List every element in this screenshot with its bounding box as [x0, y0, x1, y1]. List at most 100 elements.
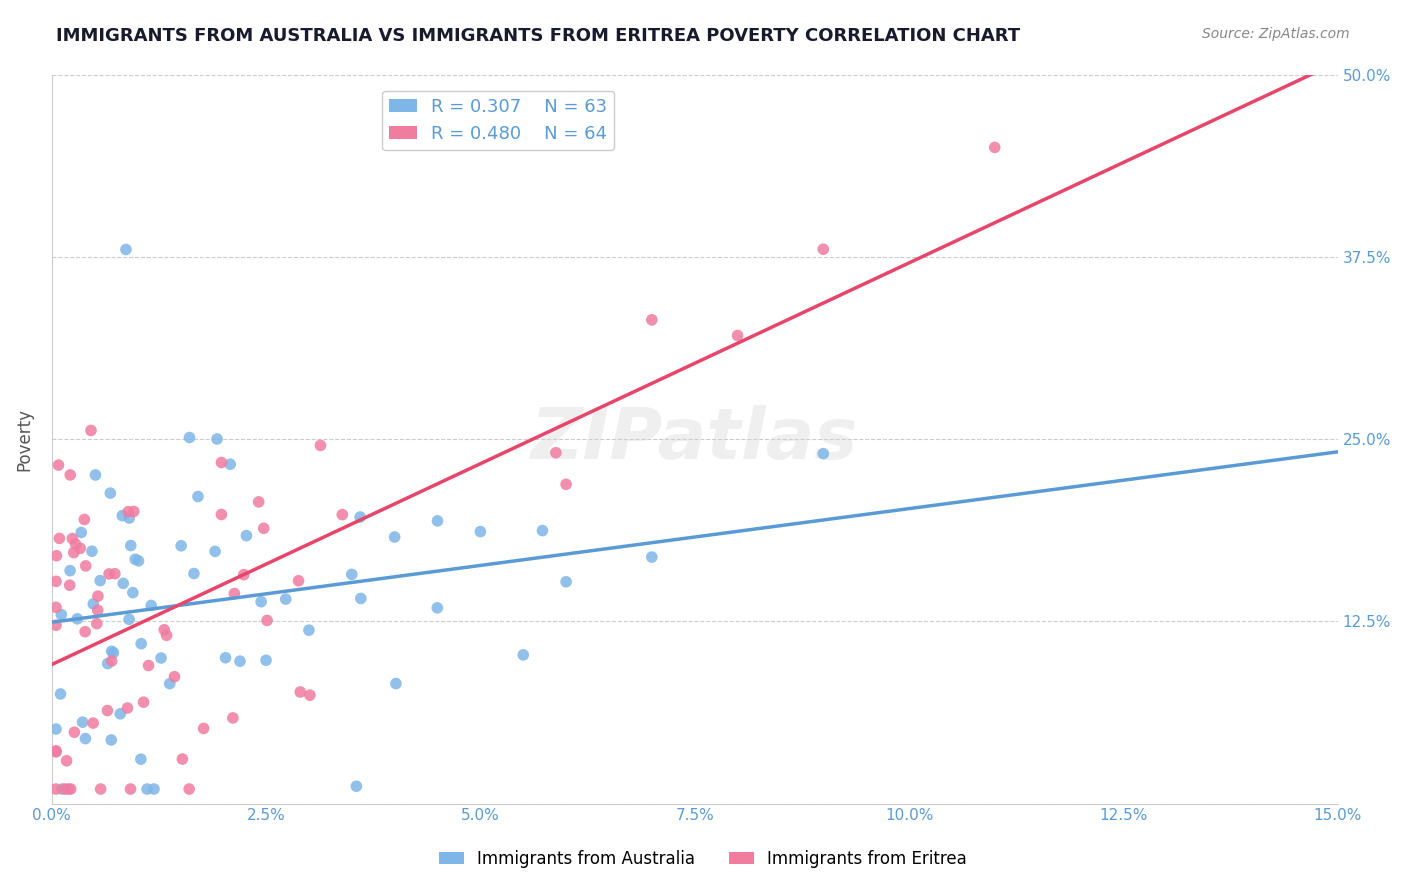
Point — [129, 637, 152, 651]
Point — [155, 628, 177, 642]
Point — [256, 614, 278, 628]
Point — [298, 623, 321, 637]
Point — [118, 612, 141, 626]
Point — [70, 525, 93, 540]
Point — [641, 313, 664, 327]
Point — [48, 458, 70, 472]
Point — [470, 524, 492, 539]
Point — [204, 544, 226, 558]
Point — [51, 607, 73, 622]
Point — [340, 567, 363, 582]
Point — [103, 646, 125, 660]
Point — [117, 505, 139, 519]
Point — [55, 754, 77, 768]
Point — [45, 745, 67, 759]
Point — [45, 574, 67, 589]
Point — [143, 782, 166, 797]
Text: ZIPatlas: ZIPatlas — [531, 405, 859, 474]
Point — [124, 552, 146, 566]
Point — [219, 457, 242, 471]
Point — [247, 495, 270, 509]
Point — [385, 676, 408, 690]
Point — [45, 782, 67, 797]
Point — [84, 467, 107, 482]
Point — [426, 600, 449, 615]
Point — [205, 432, 228, 446]
Point — [159, 676, 181, 690]
Point — [183, 566, 205, 581]
Point — [110, 706, 132, 721]
Point — [100, 654, 122, 668]
Point — [48, 532, 70, 546]
Point — [122, 504, 145, 518]
Point — [72, 715, 94, 730]
Point — [141, 599, 163, 613]
Point — [214, 650, 236, 665]
Point — [75, 624, 97, 639]
Point — [287, 574, 309, 588]
Point — [121, 585, 143, 599]
Point — [45, 618, 67, 632]
Point — [209, 456, 232, 470]
Point — [172, 752, 194, 766]
Point — [90, 782, 112, 797]
Point — [193, 722, 215, 736]
Point — [66, 612, 89, 626]
Point — [100, 733, 122, 747]
Point — [86, 616, 108, 631]
Point — [136, 782, 159, 797]
Point — [87, 589, 110, 603]
Point — [45, 549, 67, 563]
Y-axis label: Poverty: Poverty — [15, 408, 32, 471]
Point — [120, 782, 142, 797]
Point — [254, 653, 277, 667]
Point — [73, 512, 96, 526]
Point — [96, 704, 118, 718]
Point — [209, 508, 232, 522]
Point — [128, 554, 150, 568]
Point — [544, 446, 567, 460]
Point — [426, 514, 449, 528]
Point — [344, 779, 367, 793]
Point — [112, 576, 135, 591]
Point — [62, 546, 84, 560]
Point — [89, 574, 111, 588]
Point — [983, 140, 1005, 154]
Point — [298, 688, 321, 702]
Point — [224, 586, 246, 600]
Point — [118, 511, 141, 525]
Point — [512, 648, 534, 662]
Point — [75, 558, 97, 573]
Point — [187, 490, 209, 504]
Point — [97, 657, 120, 671]
Point — [63, 725, 86, 739]
Point — [120, 539, 142, 553]
Point — [69, 541, 91, 556]
Point — [129, 752, 152, 766]
Point — [555, 477, 578, 491]
Text: IMMIGRANTS FROM AUSTRALIA VS IMMIGRANTS FROM ERITREA POVERTY CORRELATION CHART: IMMIGRANTS FROM AUSTRALIA VS IMMIGRANTS … — [56, 27, 1021, 45]
Point — [384, 530, 406, 544]
Point — [82, 716, 104, 731]
Point — [250, 595, 273, 609]
Point — [75, 731, 97, 746]
Point — [641, 550, 664, 565]
Point — [727, 328, 749, 343]
Point — [290, 685, 312, 699]
Legend: Immigrants from Australia, Immigrants from Eritrea: Immigrants from Australia, Immigrants fr… — [433, 844, 973, 875]
Point — [349, 510, 371, 524]
Point — [60, 532, 83, 546]
Point — [235, 528, 257, 542]
Point — [813, 447, 835, 461]
Legend: R = 0.307    N = 63, R = 0.480    N = 64: R = 0.307 N = 63, R = 0.480 N = 64 — [382, 91, 614, 151]
Point — [82, 597, 104, 611]
Point — [179, 430, 201, 444]
Point — [222, 711, 245, 725]
Point — [45, 744, 67, 758]
Point — [65, 537, 87, 551]
Point — [138, 658, 160, 673]
Point — [100, 644, 122, 658]
Point — [80, 424, 103, 438]
Point — [49, 687, 72, 701]
Point — [80, 544, 103, 558]
